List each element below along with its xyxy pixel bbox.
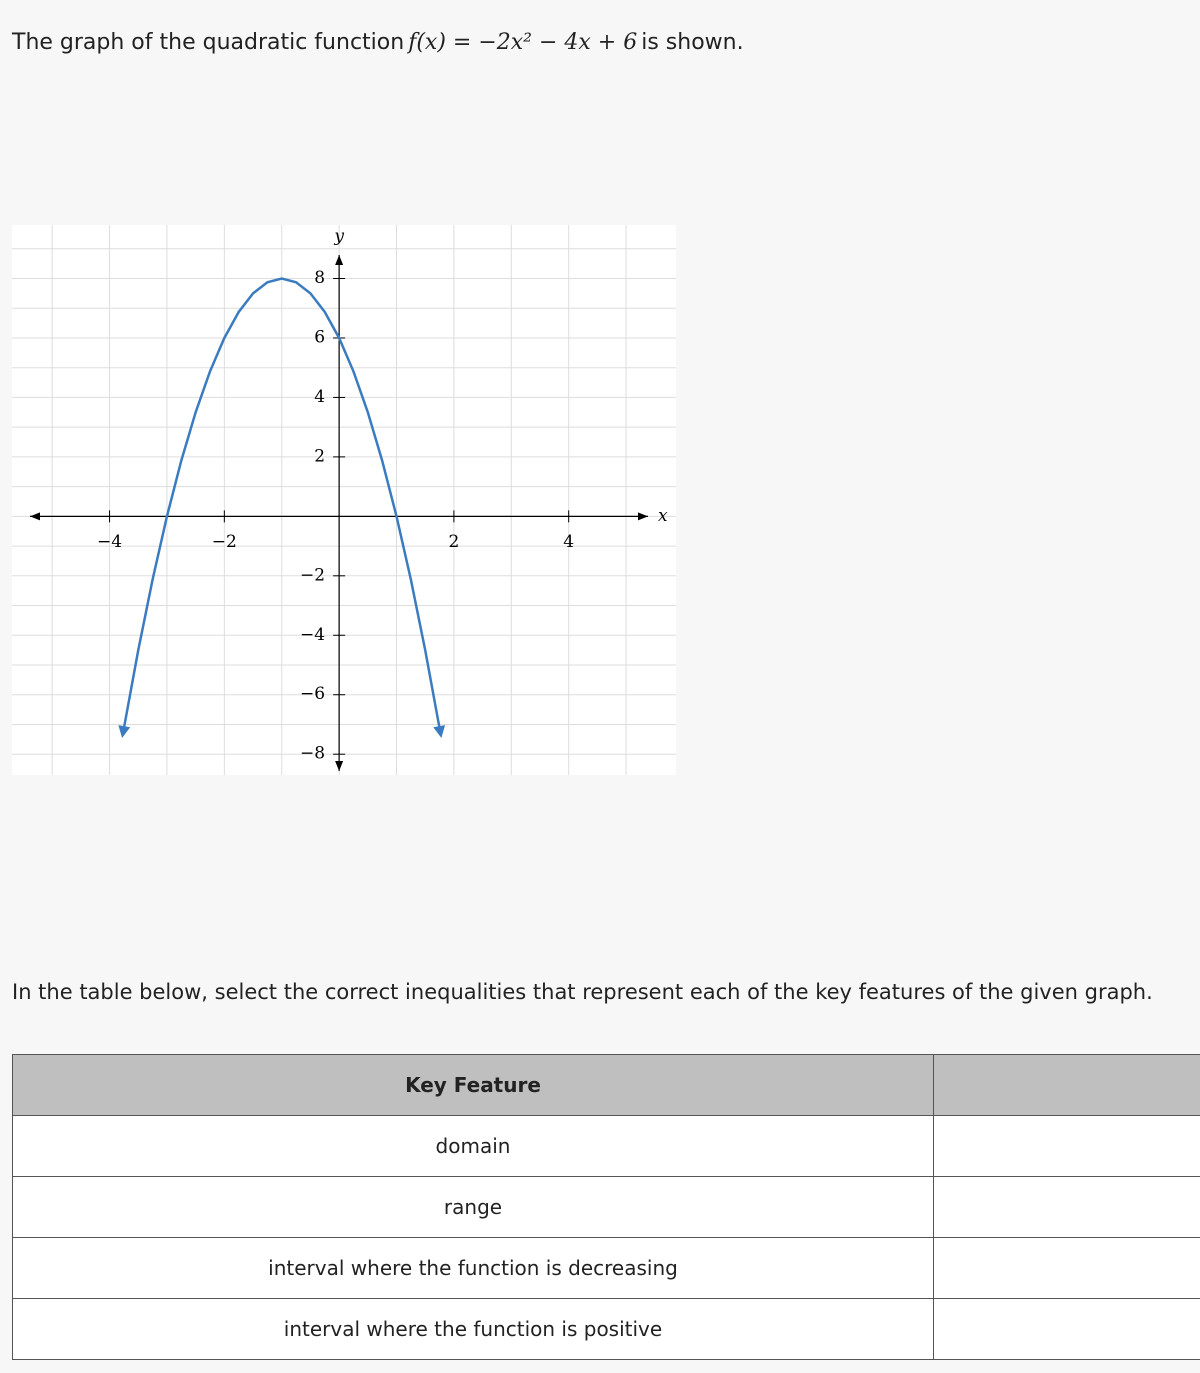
x-tick-label: 4 [563,532,574,552]
y-tick-label: 8 [314,268,325,288]
curve [122,277,441,729]
y-tick-label: −4 [300,625,325,645]
feature-cell: interval where the function is positive [12,1298,934,1360]
intro: The graph of the quadratic function f(x) … [12,30,744,55]
row: interval where the function is decreasin… [12,1237,1200,1299]
row: range [12,1176,1200,1238]
feature-table: Key Feature domain range interval where … [12,1054,1200,1360]
header-cell [933,1054,1200,1116]
axis-arrow [335,761,344,771]
curve-arrowhead [433,725,446,739]
equation: f(x) = −2x² − 4x + 6 [408,30,638,55]
intro-text: is shown. [641,30,744,55]
header-cell: Key Feature [12,1054,934,1116]
feature-cell: interval where the function is decreasin… [12,1237,934,1299]
y-tick-label: 4 [314,387,325,407]
feature-cell: range [12,1176,934,1238]
y-tick-label: 6 [314,327,325,347]
y-axis-label: y [333,227,344,247]
y-tick-label: −2 [300,565,325,585]
answer-cell[interactable] [933,1115,1200,1177]
x-tick-label: −4 [97,532,122,552]
answer-cell[interactable] [933,1176,1200,1238]
intro-text: The graph of the quadratic function [12,30,405,55]
row: domain [12,1115,1200,1177]
axis-arrow [335,255,344,265]
axis-arrow [30,512,40,521]
x-tick-label: 2 [448,532,459,552]
y-tick-label: −6 [300,684,325,704]
graph: x y −4 −2 2 4 −8 −6 −4 −2 2 4 6 8 [12,225,676,775]
y-tick-label: 2 [314,446,325,466]
row: interval where the function is positive [12,1298,1200,1360]
x-tick-label: −2 [212,532,237,552]
feature-cell: domain [12,1115,934,1177]
y-tick-label: −8 [300,744,325,764]
x-axis-label: x [658,506,668,526]
axis-arrow [638,512,648,521]
instruction: In the table below, select the correct i… [12,980,1153,1004]
header-row: Key Feature [12,1054,1200,1116]
curve-arrowhead [118,725,131,739]
answer-cell[interactable] [933,1237,1200,1299]
answer-cell[interactable] [933,1298,1200,1360]
